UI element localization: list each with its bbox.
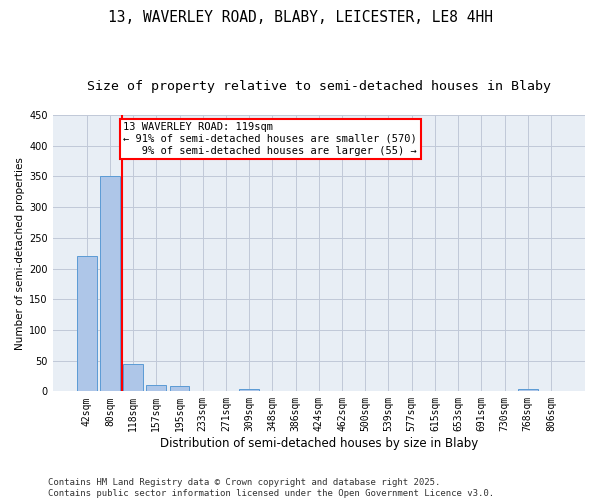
Text: 13, WAVERLEY ROAD, BLABY, LEICESTER, LE8 4HH: 13, WAVERLEY ROAD, BLABY, LEICESTER, LE8… <box>107 10 493 25</box>
Text: 13 WAVERLEY ROAD: 119sqm
← 91% of semi-detached houses are smaller (570)
   9% o: 13 WAVERLEY ROAD: 119sqm ← 91% of semi-d… <box>124 122 417 156</box>
Bar <box>239 389 259 392</box>
Title: Size of property relative to semi-detached houses in Blaby: Size of property relative to semi-detach… <box>87 80 551 93</box>
X-axis label: Distribution of semi-detached houses by size in Blaby: Distribution of semi-detached houses by … <box>160 437 478 450</box>
Y-axis label: Number of semi-detached properties: Number of semi-detached properties <box>15 156 25 350</box>
Bar <box>123 364 143 392</box>
Bar <box>146 385 166 392</box>
Text: Contains HM Land Registry data © Crown copyright and database right 2025.
Contai: Contains HM Land Registry data © Crown c… <box>48 478 494 498</box>
Bar <box>100 176 120 392</box>
Bar <box>77 256 97 392</box>
Bar <box>518 390 538 392</box>
Bar <box>170 386 190 392</box>
